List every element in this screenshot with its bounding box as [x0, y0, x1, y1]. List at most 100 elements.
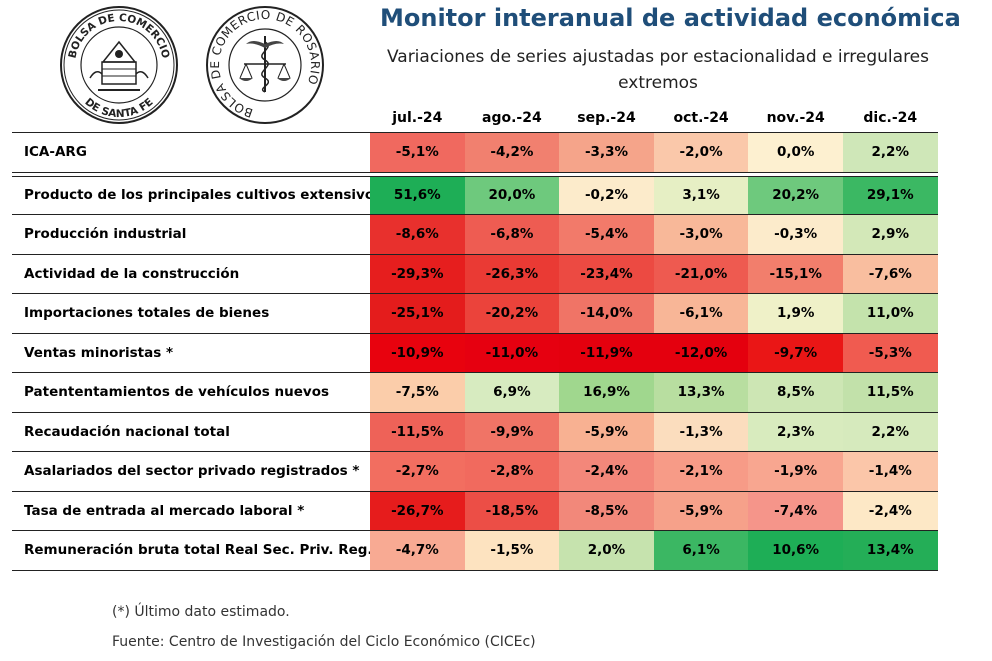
heatmap-cell: -23,4%: [559, 254, 654, 293]
heatmap-cell: 11,0%: [842, 294, 938, 333]
table-row: Ventas minoristas * -10,9% -11,0% -11,9% -12…: [12, 333, 938, 373]
heatmap-cell: 6,1%: [653, 531, 749, 570]
heatmap-cell: 20,0%: [464, 176, 560, 214]
source-note: Fuente: Centro de Investigación del Cicl…: [112, 634, 536, 650]
heatmap-cell: 20,2%: [748, 176, 843, 214]
heatmap-cell: -4,7%: [370, 531, 465, 570]
row-label: Asalariados del sector privado registrad…: [24, 463, 360, 480]
heatmap-cell: 13,3%: [653, 373, 749, 412]
bolsa-santa-fe-logo: BOLSA DE COMERCIO DE SANTA FE: [58, 4, 180, 126]
row-label: Ventas minoristas *: [24, 344, 174, 361]
column-header: oct.-24: [673, 110, 729, 126]
heatmap-cell: 3,1%: [653, 176, 749, 214]
heatmap-cell: 6,9%: [464, 373, 560, 412]
row-label: Actividad de la construcción: [24, 265, 240, 282]
heatmap-cell: 51,6%: [370, 176, 465, 214]
table-row: Remuneración bruta total Real Sec. Priv.…: [12, 531, 938, 571]
heatmap-cell: -29,3%: [370, 254, 465, 293]
row-label: ICA-ARG: [24, 144, 87, 161]
table-row: Actividad de la construcción -29,3% -26,3%…: [12, 254, 938, 294]
row-label: Producción industrial: [24, 226, 187, 243]
heatmap-cell: 16,9%: [559, 373, 654, 412]
column-header-row: jul.-24 ago.-24 sep.-24 oct.-24 nov.-24 dic.-…: [12, 104, 938, 132]
heatmap-cell: -4,2%: [464, 133, 560, 172]
heatmap-cell: 13,4%: [842, 531, 938, 570]
table-row: Asalariados del sector privado registrad…: [12, 452, 938, 492]
heatmap-cell: -9,9%: [464, 412, 560, 451]
table-row: Tasa de entrada al mercado laboral * -26,…: [12, 491, 938, 531]
heatmap-cell: -5,4%: [559, 215, 654, 254]
heatmap-cell: -6,8%: [464, 215, 560, 254]
heatmap-cell: 0,0%: [748, 133, 843, 172]
heatmap-cell: 8,5%: [748, 373, 843, 412]
heatmap-cell: 2,0%: [559, 531, 654, 570]
heatmap-cell: -9,7%: [748, 333, 843, 372]
heatmap-cell: -5,9%: [653, 491, 749, 530]
column-header: sep.-24: [577, 110, 636, 126]
row-label: Patententamientos de vehículos nuevos: [24, 384, 330, 401]
heatmap-cell: 2,2%: [842, 412, 938, 451]
heatmap-cell: 1,9%: [748, 294, 843, 333]
heatmap-cell: -1,3%: [653, 412, 749, 451]
heatmap-cell: -2,4%: [842, 491, 938, 530]
heatmap-cell: -20,2%: [464, 294, 560, 333]
row-label: Producto de los principales cultivos ext…: [24, 187, 383, 204]
row-label: Recaudación nacional total: [24, 423, 230, 440]
heatmap-cell: -2,0%: [653, 133, 749, 172]
heatmap-cell: -3,0%: [653, 215, 749, 254]
column-header: dic.-24: [863, 110, 918, 126]
heatmap-cell: -18,5%: [464, 491, 560, 530]
heatmap-cell: -1,4%: [842, 452, 938, 491]
column-header: nov.-24: [766, 110, 825, 126]
heatmap-cell: -5,9%: [559, 412, 654, 451]
heatmap-cell: -0,2%: [559, 176, 654, 214]
footnote: (*) Último dato estimado.: [112, 604, 290, 620]
heatmap-cell: -1,9%: [748, 452, 843, 491]
heatmap-cell: -6,1%: [653, 294, 749, 333]
heatmap-cell: -15,1%: [748, 254, 843, 293]
table-row: Importaciones totales de bienes -25,1% -20…: [12, 294, 938, 334]
heatmap-cell: -12,0%: [653, 333, 749, 372]
row-label: Remuneración bruta total Real Sec. Priv.…: [24, 542, 380, 559]
heatmap-cell: -3,3%: [559, 133, 654, 172]
heatmap-cell: -2,7%: [370, 452, 465, 491]
heatmap-table: jul.-24 ago.-24 sep.-24 oct.-24 nov.-24 dic.-…: [12, 104, 938, 571]
heatmap-cell: -1,5%: [464, 531, 560, 570]
heatmap-cell: -11,9%: [559, 333, 654, 372]
page-title: Monitor interanual de actividad económic…: [380, 4, 961, 32]
table-row: Producción industrial -8,6% -6,8% -5,4% -3,0…: [12, 215, 938, 255]
heatmap-cell: -11,5%: [370, 412, 465, 451]
heatmap-cell: -0,3%: [748, 215, 843, 254]
heatmap-cell: -7,5%: [370, 373, 465, 412]
heatmap-cell: -25,1%: [370, 294, 465, 333]
heatmap-cell: -5,1%: [370, 133, 465, 172]
table-row: ICA-ARG -5,1% -4,2% -3,3% -2,0% 0,0% 2,2%: [12, 132, 938, 173]
row-separator: [12, 172, 938, 176]
heatmap-cell: -8,5%: [559, 491, 654, 530]
heatmap-cell: -2,8%: [464, 452, 560, 491]
heatmap-cell: 2,2%: [842, 133, 938, 172]
heatmap-cell: -7,6%: [842, 254, 938, 293]
heatmap-cell: -8,6%: [370, 215, 465, 254]
heatmap-cell: -26,7%: [370, 491, 465, 530]
heatmap-cell: 2,3%: [748, 412, 843, 451]
heatmap-cell: -7,4%: [748, 491, 843, 530]
heatmap-cell: -2,1%: [653, 452, 749, 491]
table-row: Producto de los principales cultivos ext…: [12, 175, 938, 215]
row-label: Importaciones totales de bienes: [24, 305, 270, 322]
table-row: Recaudación nacional total -11,5% -9,9% -5,…: [12, 412, 938, 452]
heatmap-cell: 2,9%: [842, 215, 938, 254]
heatmap-cell: -5,3%: [842, 333, 938, 372]
table-row: Patententamientos de vehículos nuevos -7,…: [12, 373, 938, 413]
heatmap-cell: -21,0%: [653, 254, 749, 293]
heatmap-cell: 11,5%: [842, 373, 938, 412]
row-label: Tasa de entrada al mercado laboral *: [24, 502, 305, 519]
heatmap-cell: -14,0%: [559, 294, 654, 333]
page-subtitle: Variaciones de series ajustadas por esta…: [386, 47, 930, 93]
heatmap-cell: -10,9%: [370, 333, 465, 372]
heatmap-cell: -26,3%: [464, 254, 560, 293]
heatmap-cell: -2,4%: [559, 452, 654, 491]
heatmap-cell: -11,0%: [464, 333, 560, 372]
column-header: ago.-24: [482, 110, 542, 126]
column-header: jul.-24: [392, 110, 443, 126]
